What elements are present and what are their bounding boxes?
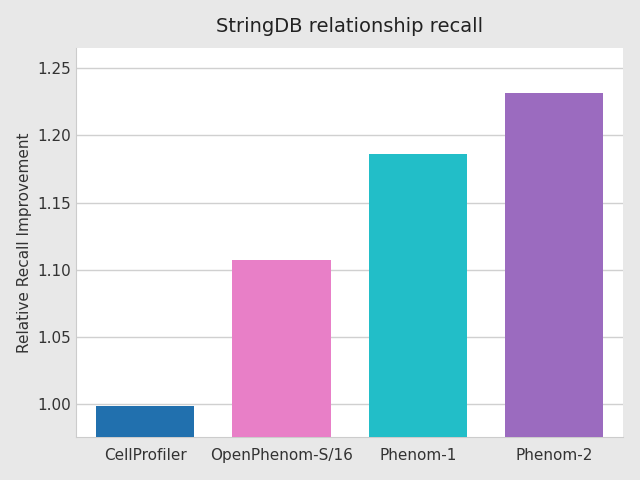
Bar [232, 260, 330, 480]
Bar [505, 93, 603, 480]
Bar [369, 154, 467, 480]
Title: StringDB relationship recall: StringDB relationship recall [216, 17, 483, 36]
Bar [96, 406, 194, 480]
Y-axis label: Relative Recall Improvement: Relative Recall Improvement [17, 132, 31, 353]
